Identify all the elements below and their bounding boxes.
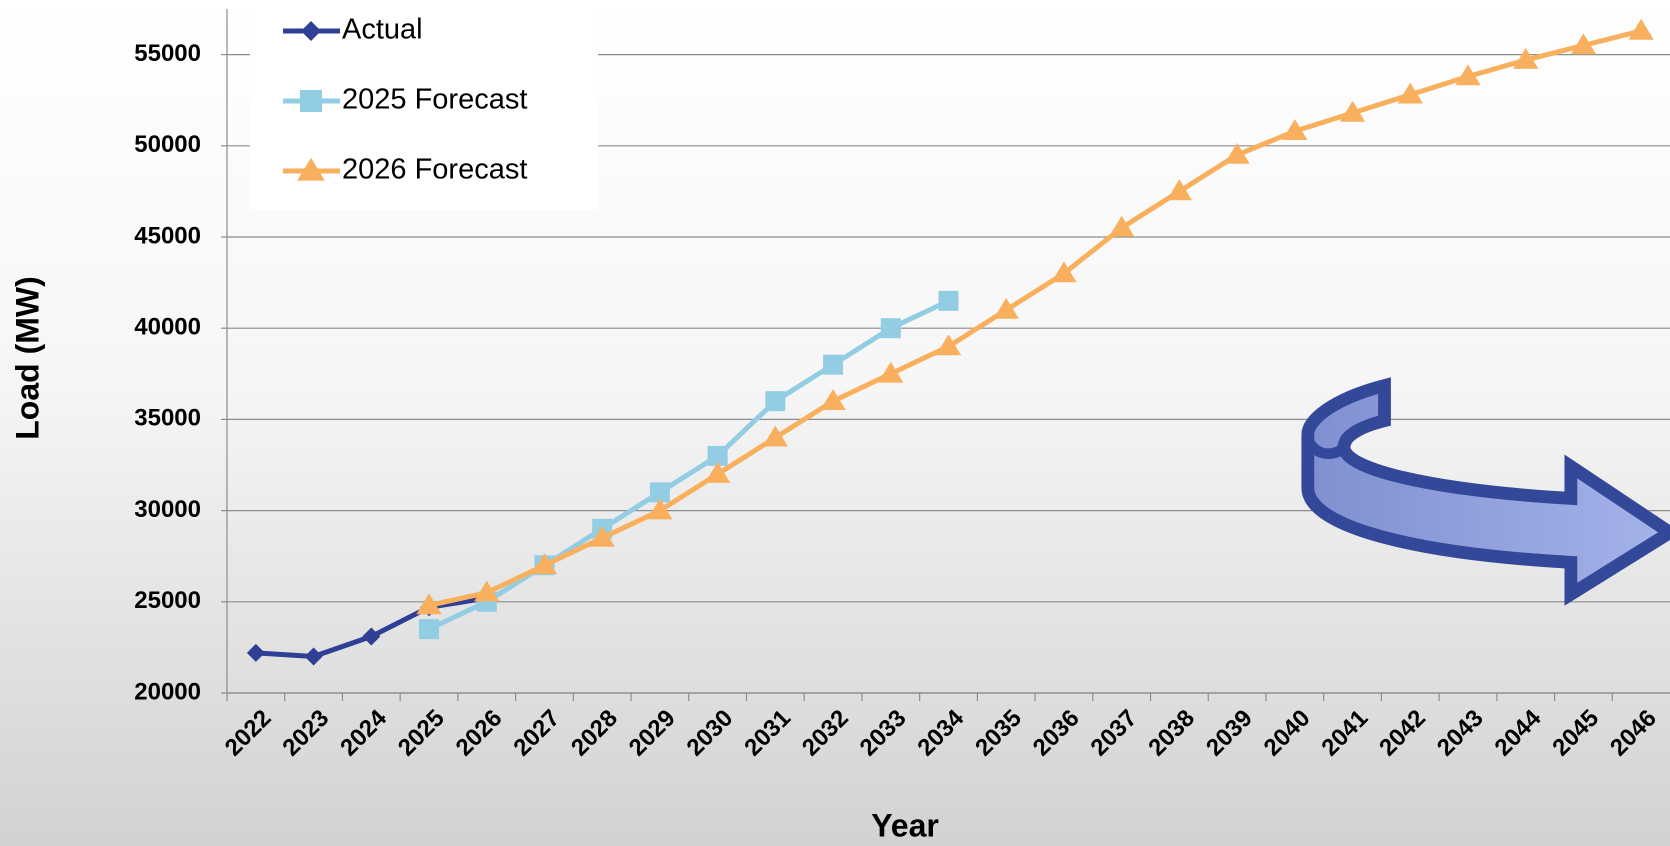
y-tick-label: 25000 [134, 587, 201, 614]
y-tick-label: 35000 [134, 405, 201, 432]
marker [304, 647, 323, 666]
marker [1570, 33, 1597, 55]
marker [1282, 119, 1308, 141]
marker [880, 318, 901, 339]
y-tick-label: 40000 [134, 314, 201, 341]
legend-marker [301, 21, 321, 41]
marker [765, 391, 786, 412]
marker [1513, 47, 1539, 69]
series-line [428, 28, 1642, 608]
y-tick-label: 50000 [134, 131, 201, 158]
legend-marker [297, 157, 325, 181]
marker [1339, 100, 1366, 122]
marker [1628, 18, 1654, 40]
marker [1455, 64, 1481, 86]
marker [938, 290, 959, 311]
marker [993, 297, 1019, 319]
marker [416, 593, 442, 615]
marker [704, 462, 731, 483]
marker [707, 445, 728, 466]
y-tick-label: 30000 [134, 496, 201, 523]
legend-label: Actual [342, 14, 423, 46]
marker [878, 361, 904, 383]
legend-label: 2026 Forecast [342, 154, 527, 186]
marker [935, 334, 962, 356]
legend-marker [300, 90, 322, 112]
y-axis-title: Load (MW) [9, 276, 45, 440]
series-line [427, 298, 950, 632]
plot-top [598, 0, 1670, 9]
marker [1109, 215, 1135, 237]
marker [823, 354, 844, 375]
marker [531, 553, 558, 575]
marker [1051, 261, 1077, 283]
marker [419, 619, 440, 640]
x-axis-title: Year [871, 807, 939, 843]
marker [1224, 142, 1250, 164]
marker [762, 425, 788, 447]
marker [820, 389, 846, 410]
y-tick-label: 20000 [134, 678, 201, 705]
marker [1397, 82, 1423, 104]
marker [246, 643, 265, 662]
decorative-arrow [1301, 377, 1670, 606]
marker [647, 498, 673, 520]
marker [474, 580, 500, 602]
y-tick-label: 55000 [134, 40, 201, 67]
marker [589, 525, 615, 547]
y-tick-label: 45000 [134, 222, 201, 249]
marker [649, 482, 670, 503]
marker [362, 627, 381, 646]
legend-label: 2025 Forecast [342, 84, 527, 116]
marker [1166, 179, 1193, 201]
